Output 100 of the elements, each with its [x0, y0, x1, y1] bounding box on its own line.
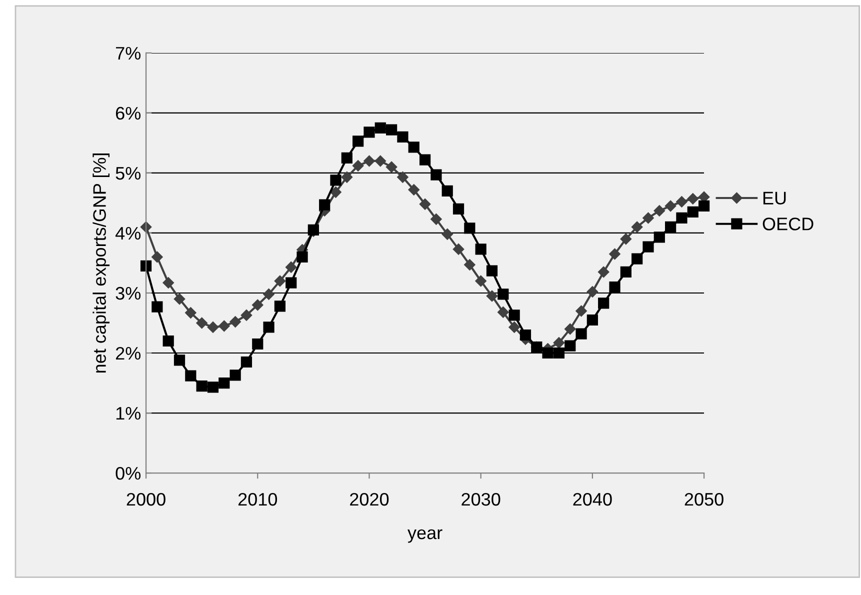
point [230, 316, 241, 328]
x-axis-title: year [408, 529, 442, 543]
point [687, 206, 698, 218]
point [576, 305, 587, 317]
point [632, 253, 643, 264]
point [442, 185, 453, 197]
point [240, 356, 252, 368]
point [152, 301, 163, 312]
point [286, 277, 297, 288]
point [642, 241, 654, 252]
point [296, 251, 308, 263]
point [553, 337, 565, 348]
point [408, 142, 420, 153]
point [252, 299, 264, 311]
point [196, 317, 208, 329]
point [598, 266, 610, 278]
point [442, 228, 453, 240]
point [553, 347, 565, 359]
y-tick-label: 4% [115, 227, 141, 240]
point [687, 193, 698, 204]
point [341, 172, 353, 183]
point [319, 199, 330, 210]
point [364, 155, 375, 167]
point [152, 251, 163, 263]
point [508, 322, 520, 333]
y-tick-label: 5% [116, 166, 141, 180]
point [341, 152, 352, 164]
point [364, 126, 375, 138]
point [586, 286, 598, 298]
point [464, 222, 476, 234]
point [498, 306, 509, 318]
point [419, 198, 431, 210]
point [698, 200, 710, 212]
point [475, 275, 486, 287]
point [464, 259, 476, 270]
point [475, 244, 486, 255]
legend-label: OECD [762, 218, 814, 230]
point [330, 174, 342, 186]
point [419, 154, 431, 166]
point [252, 338, 264, 350]
point [263, 322, 274, 333]
point [207, 382, 219, 393]
point [397, 172, 408, 183]
point [386, 124, 398, 136]
y-tick-label: 7% [116, 46, 141, 60]
point [609, 248, 620, 260]
y-tick-label: 3% [116, 286, 141, 300]
point [452, 244, 464, 255]
point [218, 377, 230, 389]
point [452, 203, 464, 215]
point [598, 298, 610, 309]
point [642, 212, 654, 224]
point [486, 290, 498, 302]
point [185, 307, 196, 318]
point [140, 260, 152, 272]
point [430, 169, 442, 180]
point [386, 161, 398, 173]
x-tick-label: 2050 [684, 492, 724, 506]
point [162, 277, 174, 288]
point [586, 314, 598, 326]
x-tick-label: 2040 [573, 492, 612, 506]
point [576, 328, 587, 340]
point [230, 370, 241, 381]
point [498, 288, 509, 300]
x-tick-label: 2010 [238, 492, 278, 506]
point [240, 310, 252, 321]
point [174, 354, 186, 366]
point [274, 300, 286, 312]
point [609, 281, 620, 293]
point [508, 310, 520, 321]
point [486, 265, 498, 276]
point [620, 266, 632, 278]
point [196, 380, 208, 392]
point [430, 214, 442, 225]
point [564, 323, 576, 335]
point [185, 370, 196, 382]
point [542, 347, 554, 359]
point [174, 293, 186, 305]
point [286, 262, 297, 273]
y-tick-label: 0% [116, 466, 141, 480]
y-tick-label: 6% [116, 106, 141, 120]
y-tick-label: 1% [116, 407, 141, 420]
x-tick-label: 2030 [462, 492, 500, 506]
y-axis-title: net capital exports/GNP [%] [92, 154, 110, 373]
point [330, 186, 342, 198]
point [352, 136, 364, 147]
point [374, 155, 386, 167]
point [218, 320, 230, 332]
point [162, 335, 174, 347]
point [274, 275, 286, 287]
x-tick-label: 2000 [126, 492, 166, 506]
x-tick-label: 2020 [350, 492, 389, 506]
point [374, 122, 386, 134]
point [520, 329, 532, 341]
point [676, 196, 688, 208]
point [654, 232, 665, 243]
y-tick-label: 2% [116, 346, 141, 360]
point [397, 131, 408, 143]
point [676, 212, 688, 224]
point [654, 205, 666, 216]
